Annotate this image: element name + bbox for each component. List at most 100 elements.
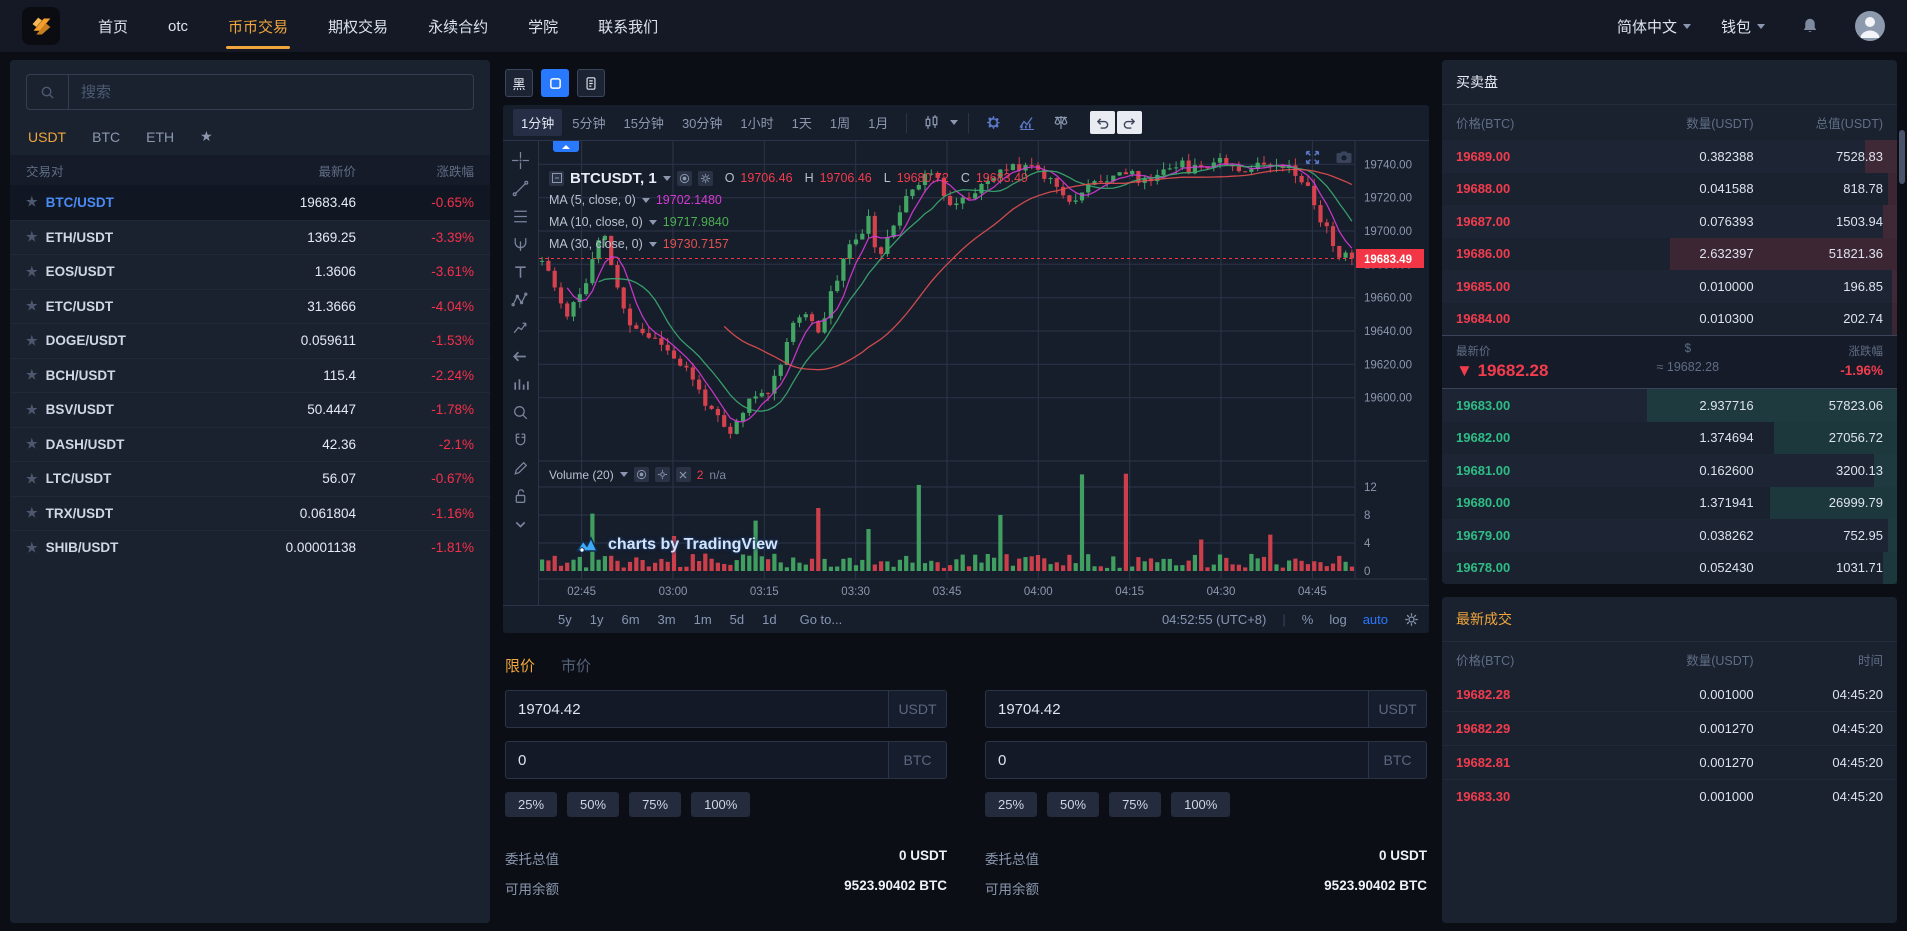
chevron-down-icon[interactable] <box>950 120 959 125</box>
sell-price-input[interactable] <box>986 691 1368 727</box>
pair-row[interactable]: ★ TRX/USDT 0.061804 -1.16% <box>10 495 490 531</box>
nav-item-2[interactable]: otc <box>168 17 189 35</box>
language-selector[interactable]: 简体中文 <box>1617 16 1691 37</box>
timeframe-1天[interactable]: 1天 <box>791 116 812 131</box>
drawing-pencil-icon[interactable] <box>511 459 530 478</box>
scale-log[interactable]: log <box>1329 612 1347 627</box>
axis-settings-gear-icon[interactable] <box>1404 612 1419 627</box>
tradingview-watermark[interactable]: charts by TradingView <box>575 535 778 555</box>
collapse-toolbar-icon[interactable] <box>511 515 530 534</box>
ask-row[interactable]: 19688.00 0.041588 818.78 <box>1442 172 1897 205</box>
bid-row[interactable]: 19678.00 0.052430 1031.71 <box>1442 551 1897 584</box>
pair-row[interactable]: ★ BSV/USDT 50.4447 -1.78% <box>10 392 490 427</box>
favorite-star-icon[interactable]: ★ <box>26 539 38 555</box>
quote-tab-USDT[interactable]: USDT <box>28 128 67 145</box>
ask-row[interactable]: 19686.00 2.632397 51821.36 <box>1442 237 1897 270</box>
favorite-star-icon[interactable]: ★ <box>26 263 38 279</box>
ask-row[interactable]: 19687.00 0.076393 1503.94 <box>1442 205 1897 238</box>
snapshot-camera-icon[interactable] <box>1335 149 1353 166</box>
fib-retracement-icon[interactable] <box>511 207 530 226</box>
timeframe-15分钟[interactable]: 15分钟 <box>623 116 664 131</box>
ma-label[interactable]: MA (5, close, 0) <box>549 193 636 207</box>
favorite-star-icon[interactable]: ★ <box>26 298 38 314</box>
compare-scales-icon[interactable] <box>1046 112 1076 133</box>
volume-label[interactable]: Volume (20) <box>549 467 614 482</box>
xabcd-pattern-icon[interactable] <box>511 291 530 310</box>
chevron-down-icon[interactable] <box>619 472 628 477</box>
favorite-star-icon[interactable]: ★ <box>26 470 38 486</box>
crosshair-icon[interactable] <box>511 151 530 170</box>
pair-row[interactable]: ★ EOS/USDT 1.3606 -3.61% <box>10 254 490 289</box>
nav-item-6[interactable]: 学院 <box>528 18 559 36</box>
range-5d[interactable]: 5d <box>729 612 745 627</box>
fullscreen-icon[interactable] <box>1304 149 1321 166</box>
pair-row[interactable]: ★ BCH/USDT 115.4 -2.24% <box>10 357 490 393</box>
chart-plot-area[interactable]: BTCUSDT, 1 O 19706.46 H 19706.46 L 19680.72 <box>539 141 1429 605</box>
wallet-menu[interactable]: 钱包 <box>1721 16 1765 37</box>
chart-settings-gear-icon[interactable] <box>979 112 1008 133</box>
favorite-star-icon[interactable]: ★ <box>26 194 38 210</box>
favorite-star-icon[interactable]: ★ <box>26 436 38 452</box>
percent-button-75%[interactable]: 75% <box>1109 792 1162 817</box>
theme-black-button[interactable]: 黑 <box>505 69 533 97</box>
timeframe-1小时[interactable]: 1小时 <box>740 116 774 131</box>
pitchfork-icon[interactable] <box>511 235 530 254</box>
pair-row[interactable]: ★ DOGE/USDT 0.059611 -1.53% <box>10 323 490 358</box>
pair-row[interactable]: ★ BTC/USDT 19683.46 -0.65% <box>10 185 490 220</box>
sell-amount-input[interactable] <box>986 742 1368 778</box>
bid-row[interactable]: 19683.00 2.937716 57823.06 <box>1442 389 1897 422</box>
forecast-icon[interactable] <box>511 319 530 338</box>
chart-clock[interactable]: 04:52:55 (UTC+8) <box>1161 612 1267 627</box>
nav-item-5[interactable]: 永续合约 <box>428 18 489 36</box>
pair-row[interactable]: ★ ETH/USDT 1369.25 -3.39% <box>10 219 490 255</box>
favorite-star-icon[interactable]: ★ <box>26 367 38 383</box>
range-1y[interactable]: 1y <box>589 612 604 627</box>
order-tab-市价[interactable]: 市价 <box>561 658 592 675</box>
timeframe-5分钟[interactable]: 5分钟 <box>572 116 606 131</box>
ask-row[interactable]: 19684.00 0.010300 202.74 <box>1442 302 1897 335</box>
percent-button-25%[interactable]: 25% <box>985 792 1038 817</box>
quote-tab-BTC[interactable]: BTC <box>92 128 121 145</box>
timeframe-1周[interactable]: 1周 <box>829 116 851 131</box>
range-3m[interactable]: 3m <box>657 612 676 627</box>
buy-price-input[interactable] <box>506 691 888 727</box>
close-icon[interactable] <box>675 467 691 482</box>
notifications-bell-icon[interactable] <box>1795 15 1825 37</box>
redo-button[interactable] <box>1117 111 1143 134</box>
pair-row[interactable]: ★ DASH/USDT 42.36 -2.1% <box>10 426 490 462</box>
range-6m[interactable]: 6m <box>621 612 640 627</box>
percent-button-100%[interactable]: 100% <box>691 792 751 817</box>
magnet-icon[interactable] <box>511 431 530 450</box>
ask-row[interactable]: 19689.00 0.382388 7528.83 <box>1442 140 1897 173</box>
timeframe-1月[interactable]: 1月 <box>868 116 889 131</box>
series-settings-gear-icon[interactable] <box>697 170 713 186</box>
bid-row[interactable]: 19682.00 1.374694 27056.72 <box>1442 421 1897 454</box>
scale-auto[interactable]: auto <box>1362 612 1388 627</box>
percent-button-100%[interactable]: 100% <box>1171 792 1231 817</box>
percent-button-75%[interactable]: 75% <box>629 792 682 817</box>
bid-row[interactable]: 19679.00 0.038262 752.95 <box>1442 519 1897 552</box>
range-1d[interactable]: 1d <box>762 612 777 627</box>
zoom-icon[interactable] <box>511 403 530 422</box>
favorite-star-icon[interactable]: ★ <box>26 505 38 521</box>
scrollbar-thumb[interactable] <box>1899 130 1905 184</box>
range-1m[interactable]: 1m <box>693 612 712 627</box>
candle-style-icon[interactable] <box>917 112 946 133</box>
pair-row[interactable]: ★ SHIB/USDT 0.00001138 -1.81% <box>10 530 490 565</box>
ask-row[interactable]: 19685.00 0.010000 196.85 <box>1442 270 1897 303</box>
scale-%[interactable]: % <box>1301 612 1314 627</box>
trendline-icon[interactable] <box>511 179 530 198</box>
order-tab-限价[interactable]: 限价 <box>505 658 536 675</box>
undo-button[interactable] <box>1090 111 1116 134</box>
nav-item-7[interactable]: 联系我们 <box>598 18 659 36</box>
collapse-legend-icon[interactable] <box>549 170 564 186</box>
search-input[interactable] <box>69 83 473 101</box>
percent-button-50%[interactable]: 50% <box>1047 792 1100 817</box>
pair-row[interactable]: ★ ETC/USDT 31.3666 -4.04% <box>10 288 490 324</box>
text-icon[interactable] <box>511 263 530 282</box>
quote-tab-ETH[interactable]: ETH <box>146 128 175 145</box>
chevron-down-icon[interactable] <box>648 219 657 225</box>
buy-amount-input[interactable] <box>506 742 888 778</box>
eye-icon[interactable] <box>633 467 649 482</box>
range-5y[interactable]: 5y <box>558 612 572 627</box>
